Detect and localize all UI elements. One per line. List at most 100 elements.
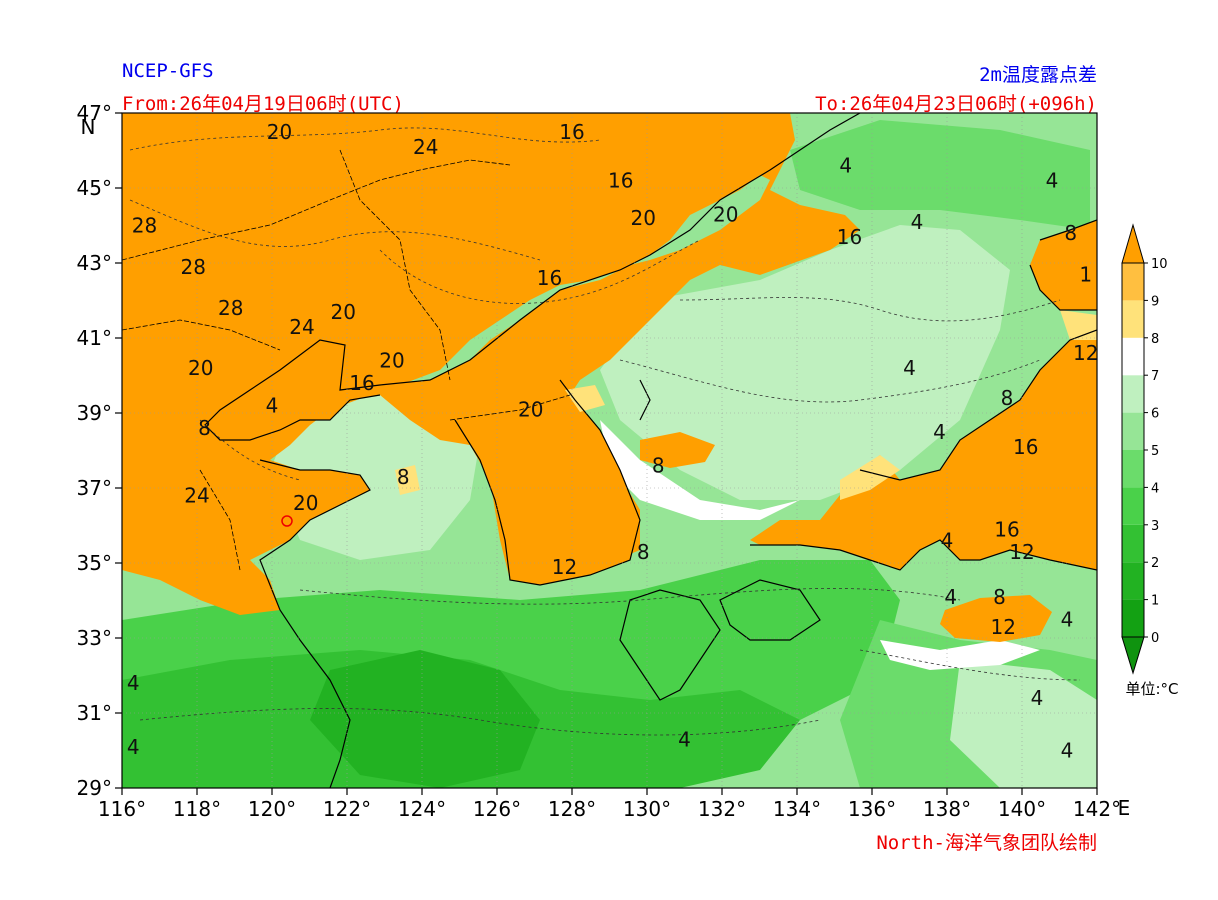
- contour-label: 4: [127, 671, 140, 695]
- white-band: [600, 420, 800, 520]
- contour-label: 12: [552, 555, 577, 579]
- lon-tick-label: 128°: [548, 797, 596, 821]
- contour-label: 16: [608, 169, 633, 193]
- lon-tick-label: 140°: [998, 797, 1046, 821]
- contour-label: 4: [678, 727, 691, 751]
- longitude-axis: 116° 118° 120° 122° 124° 126° 128° 130° 132° 134°…: [98, 788, 1121, 821]
- contour-label: 12: [1073, 341, 1098, 365]
- contour-label: 28: [132, 214, 157, 238]
- lon-tick-label: 122°: [323, 797, 371, 821]
- lon-tick-label: 118°: [173, 797, 221, 821]
- contour-label: 20: [267, 120, 292, 144]
- dry-east-blob: [940, 595, 1052, 642]
- contour-label: 16: [837, 225, 862, 249]
- contour-label: 8: [637, 540, 650, 564]
- lat-unit: N: [81, 115, 96, 139]
- dry-honshu: [750, 330, 1097, 570]
- contour-label: 20: [331, 300, 356, 324]
- contour-label: 20: [518, 397, 543, 421]
- colorbar-segment: [1122, 300, 1144, 338]
- lat-tick-label: 45°: [77, 176, 112, 200]
- dry-hokkaido: [1030, 220, 1097, 310]
- sea-of-japan-pale: [600, 225, 1010, 500]
- colorbar-segment: [1122, 599, 1144, 637]
- lat-tick-label: 47°: [77, 101, 112, 125]
- variable-title: 2m温度露点差: [979, 64, 1097, 86]
- graticule: [122, 113, 1097, 788]
- white-band-2: [880, 640, 1040, 670]
- lat-tick-label: 43°: [77, 251, 112, 275]
- moist-yellow-4: [1060, 310, 1097, 340]
- east-pacific-pale: [950, 660, 1097, 788]
- model-name: NCEP-GFS: [122, 60, 214, 82]
- lon-tick-label: 134°: [773, 797, 821, 821]
- contour-label: 20: [713, 202, 738, 226]
- colorbar-segment: [1122, 524, 1144, 563]
- forecast-init-time: From:26年04月19日06时(UTC): [122, 93, 404, 115]
- lon-tick-label: 136°: [848, 797, 896, 821]
- dry-sea-blob: [640, 432, 715, 468]
- contour-label: 4: [941, 529, 954, 553]
- contour-label: 8: [198, 416, 211, 440]
- contour-label: 4: [127, 735, 140, 759]
- lon-tick-label: 124°: [398, 797, 446, 821]
- coastlines: [204, 113, 1097, 788]
- colorbar-tick-label: 7: [1151, 369, 1159, 384]
- contour-label: 4: [911, 210, 924, 234]
- colorbar-tick-label: 1: [1151, 594, 1159, 609]
- contour-label: 8: [1064, 221, 1077, 245]
- lon-tick-label: 126°: [473, 797, 521, 821]
- dry-mainland: [122, 113, 860, 615]
- contour-label: 4: [1061, 739, 1074, 763]
- lon-tick-label: 130°: [623, 797, 671, 821]
- colorbar-segment: [1122, 375, 1144, 413]
- lat-tick-label: 41°: [77, 326, 112, 350]
- contour-label: 8: [652, 454, 665, 478]
- south-green-darkest: [310, 650, 540, 788]
- lat-tick-label: 39°: [77, 401, 112, 425]
- dry-korea: [455, 380, 640, 585]
- colorbar-segment: [1122, 337, 1144, 376]
- contour-label: 28: [181, 255, 206, 279]
- contour-label: 1: [1079, 262, 1092, 286]
- map-frame: [121, 112, 1098, 789]
- lon-tick-label: 142°: [1073, 797, 1121, 821]
- contour-label: 8: [993, 585, 1006, 609]
- contour-label: 4: [839, 154, 852, 178]
- colorbar-tick-label: 6: [1151, 407, 1159, 422]
- contour-label: 24: [413, 135, 438, 159]
- latitude-axis: 47° 45° 43° 41° 39° 37° 35° 33° 31° 29°: [77, 101, 122, 800]
- colorbar-tick-label: 9: [1151, 294, 1159, 309]
- contour-label: 8: [1001, 386, 1014, 410]
- colorbar-tick-label: 5: [1151, 444, 1159, 459]
- lon-tick-label: 116°: [98, 797, 146, 821]
- colorbar-segment: [1122, 412, 1144, 450]
- contour-label: 4: [933, 420, 946, 444]
- contour-label: 4: [1061, 607, 1074, 631]
- contour-label: 28: [218, 296, 243, 320]
- contour-label: 20: [631, 206, 656, 230]
- lat-tick-label: 29°: [77, 776, 112, 800]
- colorbar-unit: 单位:°C: [1125, 680, 1178, 698]
- colorbar-tick-label: 3: [1151, 519, 1159, 534]
- lat-tick-label: 37°: [77, 476, 112, 500]
- lat-tick-label: 33°: [77, 626, 112, 650]
- contour-label: 20: [293, 491, 318, 515]
- colorbar-under-arrow: [1121, 636, 1145, 675]
- contour-label: 16: [537, 266, 562, 290]
- colorbar-tick-label: 8: [1151, 332, 1159, 347]
- colorbar-tick-label: 2: [1151, 556, 1159, 571]
- colorbar-segment: [1122, 450, 1144, 488]
- borders: [122, 149, 571, 571]
- colorbar-segment: [1122, 487, 1144, 525]
- lat-tick-label: 35°: [77, 551, 112, 575]
- contour-label: 8: [397, 465, 410, 489]
- colorbar-tick-label: 10: [1151, 257, 1168, 272]
- colorbar-segment: [1122, 562, 1144, 600]
- moist-yellow-1: [565, 385, 605, 412]
- contour-label: 20: [188, 356, 213, 380]
- colorbar-segment: [1122, 263, 1144, 301]
- lon-tick-label: 138°: [923, 797, 971, 821]
- contour-label: 24: [184, 484, 209, 508]
